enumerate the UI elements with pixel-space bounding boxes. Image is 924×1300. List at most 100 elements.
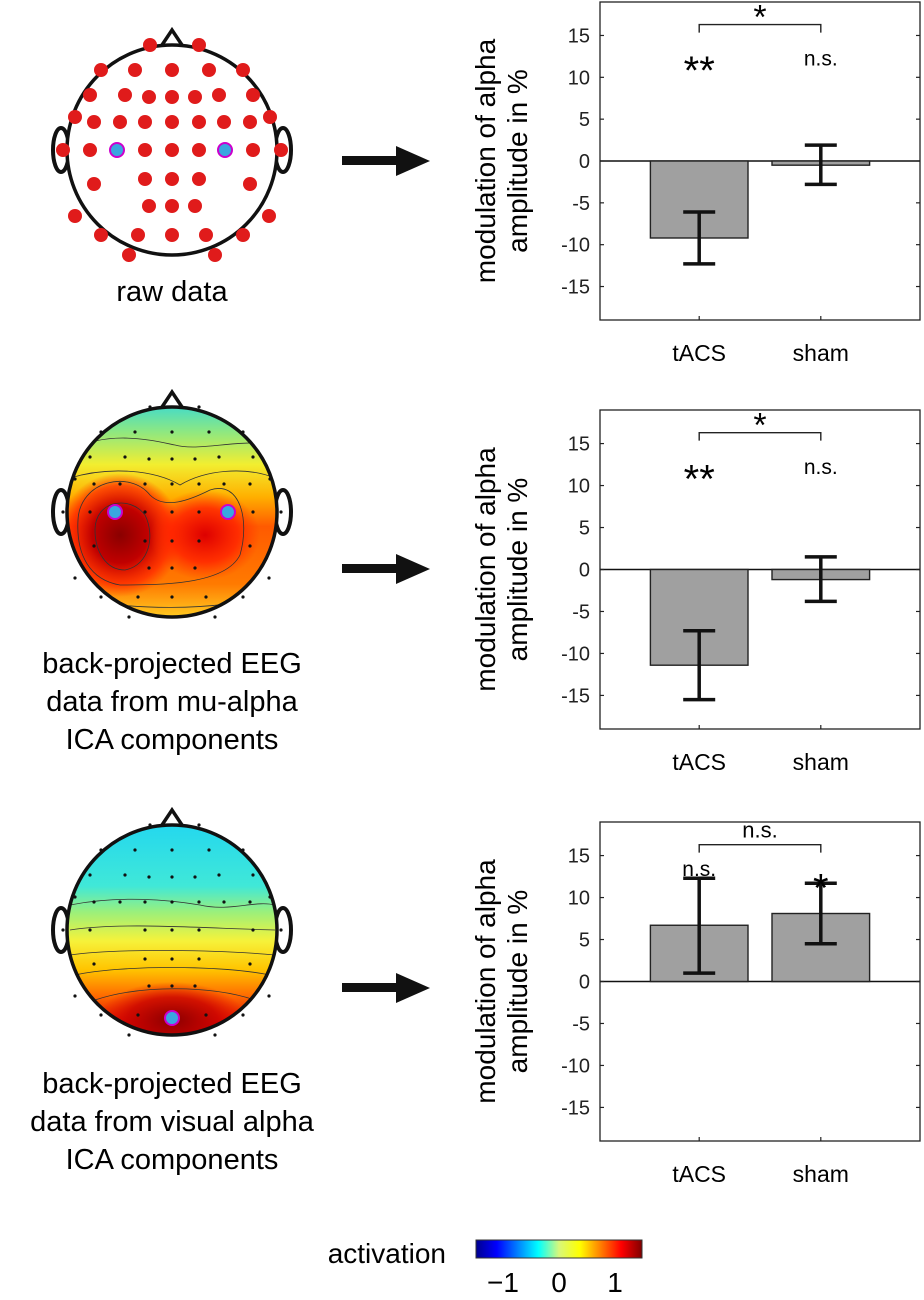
electrode-dot: [170, 875, 174, 879]
y-tick-label: 10: [568, 476, 590, 498]
y-tick-label: 15: [568, 25, 590, 47]
electrode-dot: [118, 900, 122, 904]
colorbar: [475, 1239, 643, 1259]
bar-annotation: n.s.: [682, 858, 716, 881]
electrode-dot: [170, 928, 174, 932]
electrode-dot: [165, 90, 179, 104]
electrode-dot: [165, 228, 179, 242]
electrode-dot: [170, 457, 174, 461]
electrode-dot: [170, 539, 174, 543]
electrode-dot: [128, 63, 142, 77]
electrode-dot: [143, 900, 147, 904]
y-axis-label-line-1: modulation of alpha: [470, 447, 501, 692]
comparison-label: *: [753, 407, 766, 445]
electrode-dot: [122, 248, 136, 262]
electrode-dot: [143, 482, 147, 486]
electrode-dot: [88, 873, 92, 877]
electrode-dot: [92, 900, 96, 904]
electrode-dot: [170, 595, 174, 599]
y-tick-label: 0: [579, 972, 590, 994]
electrode-dot: [208, 248, 222, 262]
electrode-dot: [143, 957, 147, 961]
electrode-dot: [241, 430, 245, 434]
bar-annotation: n.s.: [804, 456, 838, 479]
y-tick-label: -15: [561, 277, 590, 299]
y-tick-label: 10: [568, 67, 590, 89]
electrode-dot: [279, 928, 283, 932]
electrode-dot: [248, 482, 252, 486]
electrode-dot: [88, 510, 92, 514]
electrode-dot: [197, 928, 201, 932]
electrode-dot: [197, 510, 201, 514]
electrode-dot: [202, 63, 216, 77]
electrode-dot: [197, 823, 201, 827]
electrode-dot: [213, 615, 217, 619]
electrode-dot: [274, 143, 288, 157]
electrode-dot: [170, 430, 174, 434]
electrode-dot: [165, 115, 179, 129]
y-axis-label-line-2: amplitude in %: [502, 69, 533, 253]
electrode-dot: [267, 576, 271, 580]
electrode-dot: [170, 848, 174, 852]
electrode-dot: [207, 848, 211, 852]
label-mu-line-3: ICA components: [66, 724, 279, 756]
electrode-dot: [188, 90, 202, 104]
y-tick-label: -15: [561, 685, 590, 707]
electrode-dot: [170, 900, 174, 904]
bar-annotation: **: [684, 457, 715, 501]
head-raw-data: [51, 26, 293, 262]
electrode-dot: [73, 994, 77, 998]
electrode-dot: [262, 209, 276, 223]
electrode-highlight-left: [107, 504, 123, 520]
electrode-dot: [267, 994, 271, 998]
electrode-dot: [133, 848, 137, 852]
electrode-dot: [83, 143, 97, 157]
x-tick-label: tACS: [672, 340, 726, 366]
colorbar-label: activation: [328, 1238, 446, 1269]
bar-chart-mu-alpha: 15 10 5 0 -5 -10 -15 modulation of alpha amplitu…: [470, 407, 921, 775]
y-tick-label: -5: [572, 601, 590, 623]
electrode-dot: [94, 228, 108, 242]
bar-chart-raw-data: 15 10 5 0 -5 -10 -15 modulation of alpha amplitu…: [470, 0, 921, 366]
electrode-dot: [193, 566, 197, 570]
y-tick-label: -10: [561, 235, 590, 257]
electrode-dot: [217, 455, 221, 459]
electrode-dot: [61, 928, 65, 932]
electrode-dots: [61, 823, 283, 1037]
electrode-dot: [241, 848, 245, 852]
electrode-dot: [147, 875, 151, 879]
electrode-dot: [143, 928, 147, 932]
electrode-highlight-occipital: [164, 1010, 180, 1026]
electrode-dot: [170, 482, 174, 486]
electrode-dot: [136, 595, 140, 599]
electrode-dot: [138, 172, 152, 186]
electrode-dot: [192, 115, 206, 129]
electrode-dot: [113, 115, 127, 129]
electrode-dot: [99, 430, 103, 434]
electrode-dot: [165, 199, 179, 213]
head-visual-alpha: [51, 806, 293, 1037]
electrode-dot: [123, 873, 127, 877]
bar-chart-visual-alpha: 15 10 5 0 -5 -10 -15 modulation of alpha amplitu…: [470, 818, 921, 1187]
label-visual-line-3: ICA components: [66, 1144, 279, 1176]
electrode-dot: [131, 228, 145, 242]
y-axis-label-line-1: modulation of alpha: [470, 859, 501, 1104]
electrode-dot: [118, 482, 122, 486]
electrode-dot: [197, 957, 201, 961]
electrode-dot: [279, 510, 283, 514]
electrode-dot: [197, 405, 201, 409]
electrode-dot: [92, 482, 96, 486]
comparison-bracket: [698, 843, 822, 853]
arrow-3: [342, 973, 430, 1003]
label-visual-line-2: data from visual alpha: [30, 1106, 315, 1138]
electrode-dot: [204, 595, 208, 599]
comparison-bracket: [698, 431, 822, 441]
colorbar-tick-zero: 0: [551, 1267, 567, 1298]
electrode-dot: [213, 1033, 217, 1037]
electrode-dot: [83, 88, 97, 102]
electrode-dot: [147, 984, 151, 988]
electrode-dot: [197, 900, 201, 904]
electrode-dot: [147, 457, 151, 461]
electrode-dot: [87, 177, 101, 191]
y-tick-label: -10: [561, 1055, 590, 1077]
